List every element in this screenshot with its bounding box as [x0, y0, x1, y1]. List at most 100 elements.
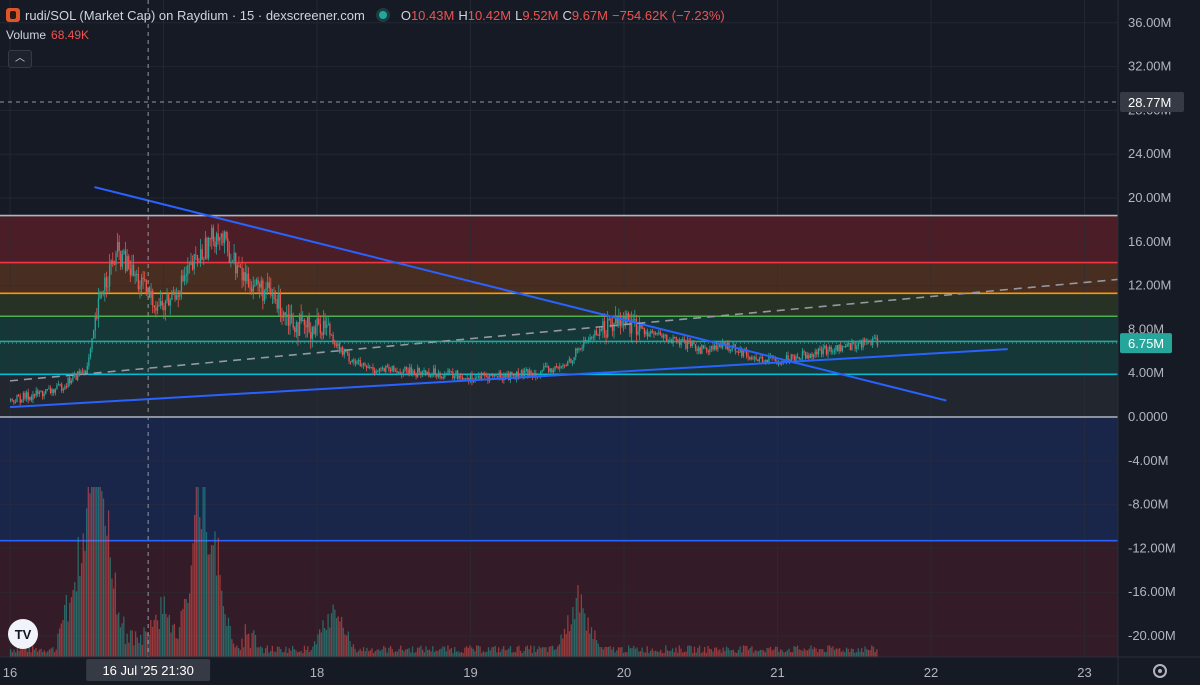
candle-body: [40, 391, 42, 393]
candle-body: [211, 227, 213, 240]
candle-body: [758, 358, 761, 362]
volume-bar: [232, 643, 235, 657]
candle-body: [316, 318, 318, 327]
volume-bar: [129, 630, 132, 657]
candle-body: [581, 347, 583, 349]
candle-body: [407, 369, 409, 375]
candle-body: [286, 314, 288, 316]
volume-bar: [543, 647, 545, 657]
gear-icon[interactable]: [1153, 664, 1167, 678]
volume-bar: [75, 591, 78, 657]
candle-body: [527, 369, 529, 377]
candle-body: [436, 373, 438, 377]
volume-bar: [703, 647, 706, 657]
candle-body: [140, 277, 143, 286]
volume-bar: [188, 593, 191, 657]
volume-bar: [513, 651, 515, 657]
volume-bar: [209, 554, 211, 657]
candle-body: [75, 373, 77, 380]
candle-body: [354, 361, 357, 364]
candle-body: [115, 252, 117, 265]
volume-bar: [580, 594, 583, 657]
candle-body: [575, 348, 577, 358]
volume-bar: [788, 648, 790, 657]
candle-body: [530, 370, 532, 376]
candle-body: [370, 367, 373, 369]
candle-body: [638, 323, 641, 332]
crosshair-x-label: 16 Jul '25 21:30: [102, 663, 193, 678]
volume-bar: [156, 620, 159, 657]
candle-body: [89, 349, 92, 358]
candle-body: [843, 346, 845, 348]
volume-bar: [486, 651, 488, 657]
volume-bar: [727, 648, 729, 657]
volume-bar: [388, 647, 390, 657]
candle-body: [477, 375, 480, 378]
volume-bar: [85, 508, 88, 657]
candle-body: [322, 320, 325, 336]
volume-bar: [815, 648, 817, 657]
candle-body: [482, 373, 484, 375]
candle-body: [142, 277, 144, 279]
volume-bar: [671, 648, 674, 657]
candle-body: [838, 344, 840, 352]
tradingview-logo[interactable]: TV: [8, 619, 38, 649]
volume-bar: [48, 649, 51, 657]
candle-body: [846, 343, 848, 347]
candle-body: [736, 351, 738, 353]
candle-body: [128, 256, 130, 269]
candle-body: [664, 334, 666, 336]
volume-bar: [455, 651, 458, 657]
volume-bar: [676, 652, 679, 657]
candle-body: [466, 378, 468, 380]
volume-bar: [656, 651, 658, 657]
candle-body: [174, 294, 176, 300]
volume-bar: [126, 633, 128, 657]
candle-body: [57, 384, 60, 386]
y-tick-label: -20.00M: [1128, 628, 1176, 643]
volume-bar: [536, 649, 539, 657]
candle-body: [573, 357, 575, 361]
symbol-title[interactable]: rudi/SOL (Market Cap) on Raydium · 15 · …: [25, 7, 365, 23]
candle-body: [279, 293, 282, 316]
candle-body: [816, 351, 818, 355]
volume-bar: [37, 651, 39, 657]
y-tick-label: 24.00M: [1128, 146, 1171, 161]
candle-body: [27, 392, 29, 400]
collapse-legend-button[interactable]: ︿: [8, 50, 32, 68]
volume-bar: [523, 650, 525, 657]
candle-body: [361, 365, 363, 367]
volume-bar: [852, 648, 854, 657]
volume-bar: [823, 651, 826, 657]
volume-bar: [695, 652, 697, 657]
volume-bar: [854, 652, 856, 657]
candle-body: [215, 233, 218, 247]
volume-bar: [725, 646, 728, 657]
volume-bar: [52, 647, 54, 657]
volume-bar: [832, 646, 834, 657]
x-tick-label: 23: [1077, 665, 1091, 680]
candle-body: [714, 345, 716, 350]
volume-bar: [545, 647, 547, 657]
zone-band-4: [0, 374, 1118, 417]
volume-bar: [575, 597, 577, 657]
candle-body: [270, 288, 272, 296]
volume-bar: [504, 650, 507, 657]
candle-body: [742, 351, 745, 357]
volume-bar: [210, 545, 213, 657]
candle-body: [718, 344, 721, 347]
candle-body: [739, 348, 741, 353]
volume-bar: [219, 575, 221, 657]
volume-bar: [778, 651, 780, 657]
candle-body: [693, 341, 695, 345]
candle-body: [191, 261, 194, 270]
candle-body: [586, 340, 588, 342]
volume-bar: [307, 646, 309, 657]
candle-body: [389, 369, 392, 371]
volume-bar: [25, 648, 27, 657]
volume-bar: [373, 652, 375, 657]
volume-bar: [421, 649, 424, 657]
candle-body: [702, 345, 705, 348]
candle-body: [822, 347, 824, 355]
